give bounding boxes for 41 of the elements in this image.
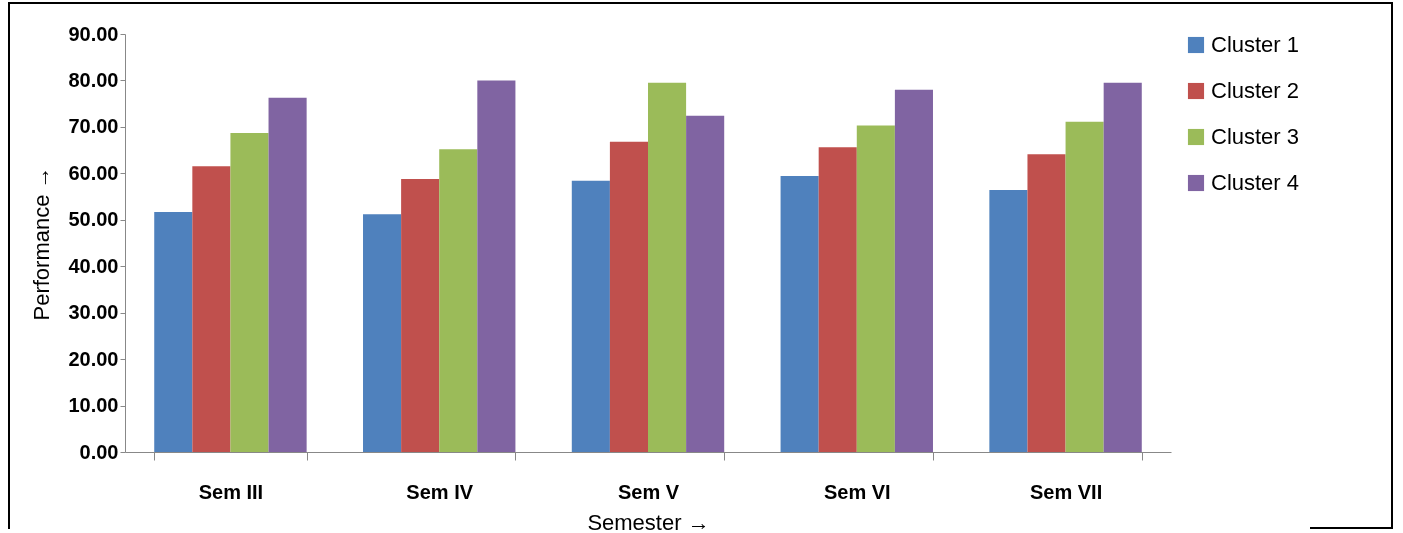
bar — [192, 166, 231, 452]
x-tick-label: Sem IV — [406, 480, 474, 503]
x-tick-label: Sem III — [198, 480, 264, 503]
x-tick-label: Sem V — [617, 480, 680, 503]
x-tick-label: Sem VI — [823, 480, 891, 503]
y-tick-label: 40.00 — [68, 254, 119, 277]
legend-label: Cluster 2 — [1211, 78, 1300, 103]
bar — [609, 141, 648, 452]
y-axis-title: Performance → — [29, 166, 55, 321]
x-axis-title: Semester → — [587, 509, 710, 533]
bar — [401, 178, 440, 452]
y-tick-label: 30.00 — [68, 301, 119, 324]
bar — [230, 132, 269, 452]
y-tick-label: 70.00 — [68, 115, 119, 138]
y-tick-label: 0.00 — [79, 440, 119, 463]
bar — [780, 176, 819, 452]
bar — [894, 89, 933, 452]
bar — [571, 180, 610, 452]
legend-label: Cluster 1 — [1211, 32, 1300, 57]
legend-label: Cluster 4 — [1211, 170, 1300, 195]
y-tick-label: 80.00 — [68, 68, 119, 91]
bar — [686, 115, 725, 452]
bar — [856, 125, 895, 452]
bar — [989, 190, 1028, 452]
bar — [439, 149, 478, 452]
bar — [363, 214, 402, 452]
bar — [1103, 82, 1142, 452]
bar — [648, 82, 687, 452]
bar — [1027, 154, 1066, 452]
y-tick-label: 60.00 — [68, 161, 119, 184]
y-tick-label: 20.00 — [68, 347, 119, 370]
bar — [1065, 121, 1104, 452]
y-tick-label: 50.00 — [68, 208, 119, 231]
legend-label: Cluster 3 — [1211, 124, 1300, 149]
x-tick-label: Sem VII — [1029, 480, 1103, 503]
bar — [268, 97, 307, 452]
bar — [477, 80, 516, 452]
bar — [818, 147, 857, 452]
bar — [154, 211, 193, 452]
y-tick-label: 90.00 — [68, 22, 119, 45]
y-tick-label: 10.00 — [68, 394, 119, 417]
